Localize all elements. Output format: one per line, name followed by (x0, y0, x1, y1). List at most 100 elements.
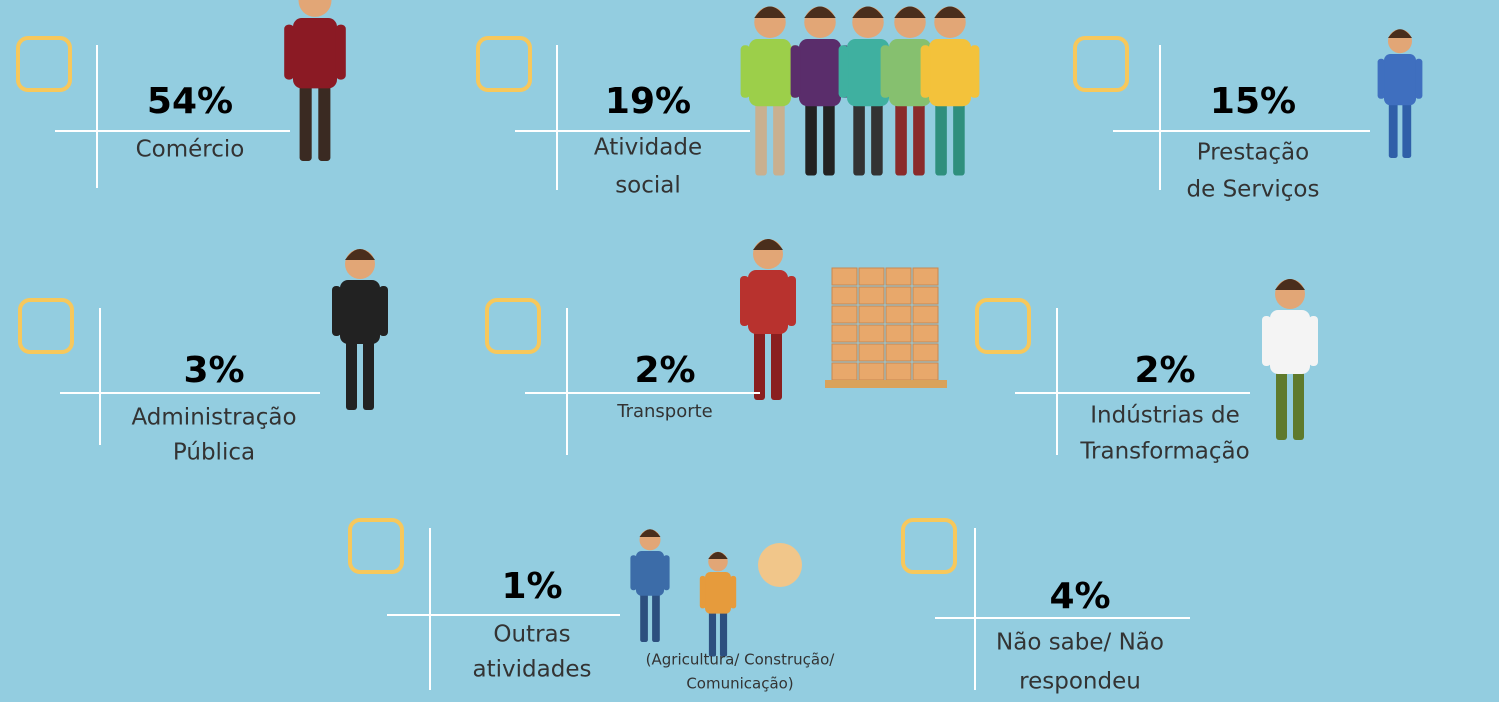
illustration (630, 529, 670, 642)
checkbox (476, 36, 532, 92)
leg (771, 330, 782, 400)
arm (379, 286, 388, 336)
illustration (758, 543, 802, 587)
label: Prestação (1197, 140, 1309, 166)
torso (889, 39, 931, 107)
illustration (740, 239, 796, 400)
arm (663, 555, 670, 591)
box (858, 286, 885, 305)
hair (345, 249, 375, 260)
box (831, 343, 858, 362)
leg (853, 102, 865, 176)
arm (920, 45, 931, 98)
checkbox (901, 518, 957, 574)
torso (799, 39, 841, 107)
label: de Serviços (1187, 177, 1320, 203)
arm (740, 45, 751, 98)
arm (1415, 58, 1423, 99)
illustration (284, 0, 346, 161)
box (858, 362, 885, 381)
percent: 19% (605, 81, 691, 122)
box (912, 305, 939, 324)
hair (754, 6, 786, 19)
label: Outras (493, 622, 570, 648)
label: atividades (473, 657, 592, 683)
leg (640, 593, 648, 642)
torso (749, 39, 791, 107)
torso (748, 270, 788, 334)
illustration (699, 551, 737, 657)
box (831, 362, 858, 381)
arm (699, 575, 706, 609)
leg (1276, 370, 1287, 440)
leg (823, 102, 835, 176)
leg (871, 102, 883, 176)
arm (284, 24, 295, 80)
label: Não sabe/ Não (996, 630, 1164, 656)
leg (1402, 102, 1412, 158)
box (858, 267, 885, 286)
percent: 15% (1210, 81, 1296, 122)
label: Comércio (136, 137, 245, 163)
leg (805, 102, 817, 176)
box (912, 286, 939, 305)
hair (1388, 29, 1412, 38)
illustration (920, 6, 980, 176)
leg (652, 593, 660, 642)
leg (755, 102, 767, 176)
box (831, 324, 858, 343)
box (912, 324, 939, 343)
checkbox (485, 298, 541, 354)
arm (730, 575, 737, 609)
checkbox (16, 36, 72, 92)
illustration (831, 267, 939, 381)
box (885, 267, 912, 286)
label: Transformação (1079, 439, 1249, 465)
leg (773, 102, 785, 176)
box (912, 267, 939, 286)
percent: 54% (147, 81, 233, 122)
box (885, 324, 912, 343)
hair (852, 6, 884, 19)
illustration (1262, 279, 1318, 440)
arm (332, 286, 341, 336)
box (912, 362, 939, 381)
hair (894, 6, 926, 19)
hair (639, 529, 661, 537)
label: respondeu (1019, 669, 1141, 695)
arm (1262, 316, 1271, 366)
arm (740, 276, 749, 326)
leg (346, 340, 357, 410)
torso (1270, 310, 1310, 374)
checkbox (18, 298, 74, 354)
hair (708, 551, 728, 559)
box (858, 324, 885, 343)
percent: 3% (183, 350, 244, 391)
torso (705, 572, 731, 614)
box (885, 286, 912, 305)
leg (1293, 370, 1304, 440)
leg (318, 84, 331, 161)
arm (1377, 58, 1385, 99)
leg (953, 102, 965, 176)
leg (363, 340, 374, 410)
percent: 2% (634, 350, 695, 391)
leg (935, 102, 947, 176)
head (298, 0, 332, 17)
label: Pública (173, 440, 255, 466)
checkbox (975, 298, 1031, 354)
torso (929, 39, 971, 107)
torso (340, 280, 380, 344)
leg (719, 611, 728, 657)
label: Transporte (616, 401, 713, 422)
hair (934, 6, 966, 19)
arm (880, 45, 891, 98)
box (885, 343, 912, 362)
percent: 2% (1134, 350, 1195, 391)
torso (1384, 54, 1416, 106)
label: Atividade (594, 135, 702, 161)
illustration (1377, 29, 1423, 158)
percent: 1% (501, 566, 562, 607)
box (885, 362, 912, 381)
note: Comunicação) (686, 675, 793, 693)
